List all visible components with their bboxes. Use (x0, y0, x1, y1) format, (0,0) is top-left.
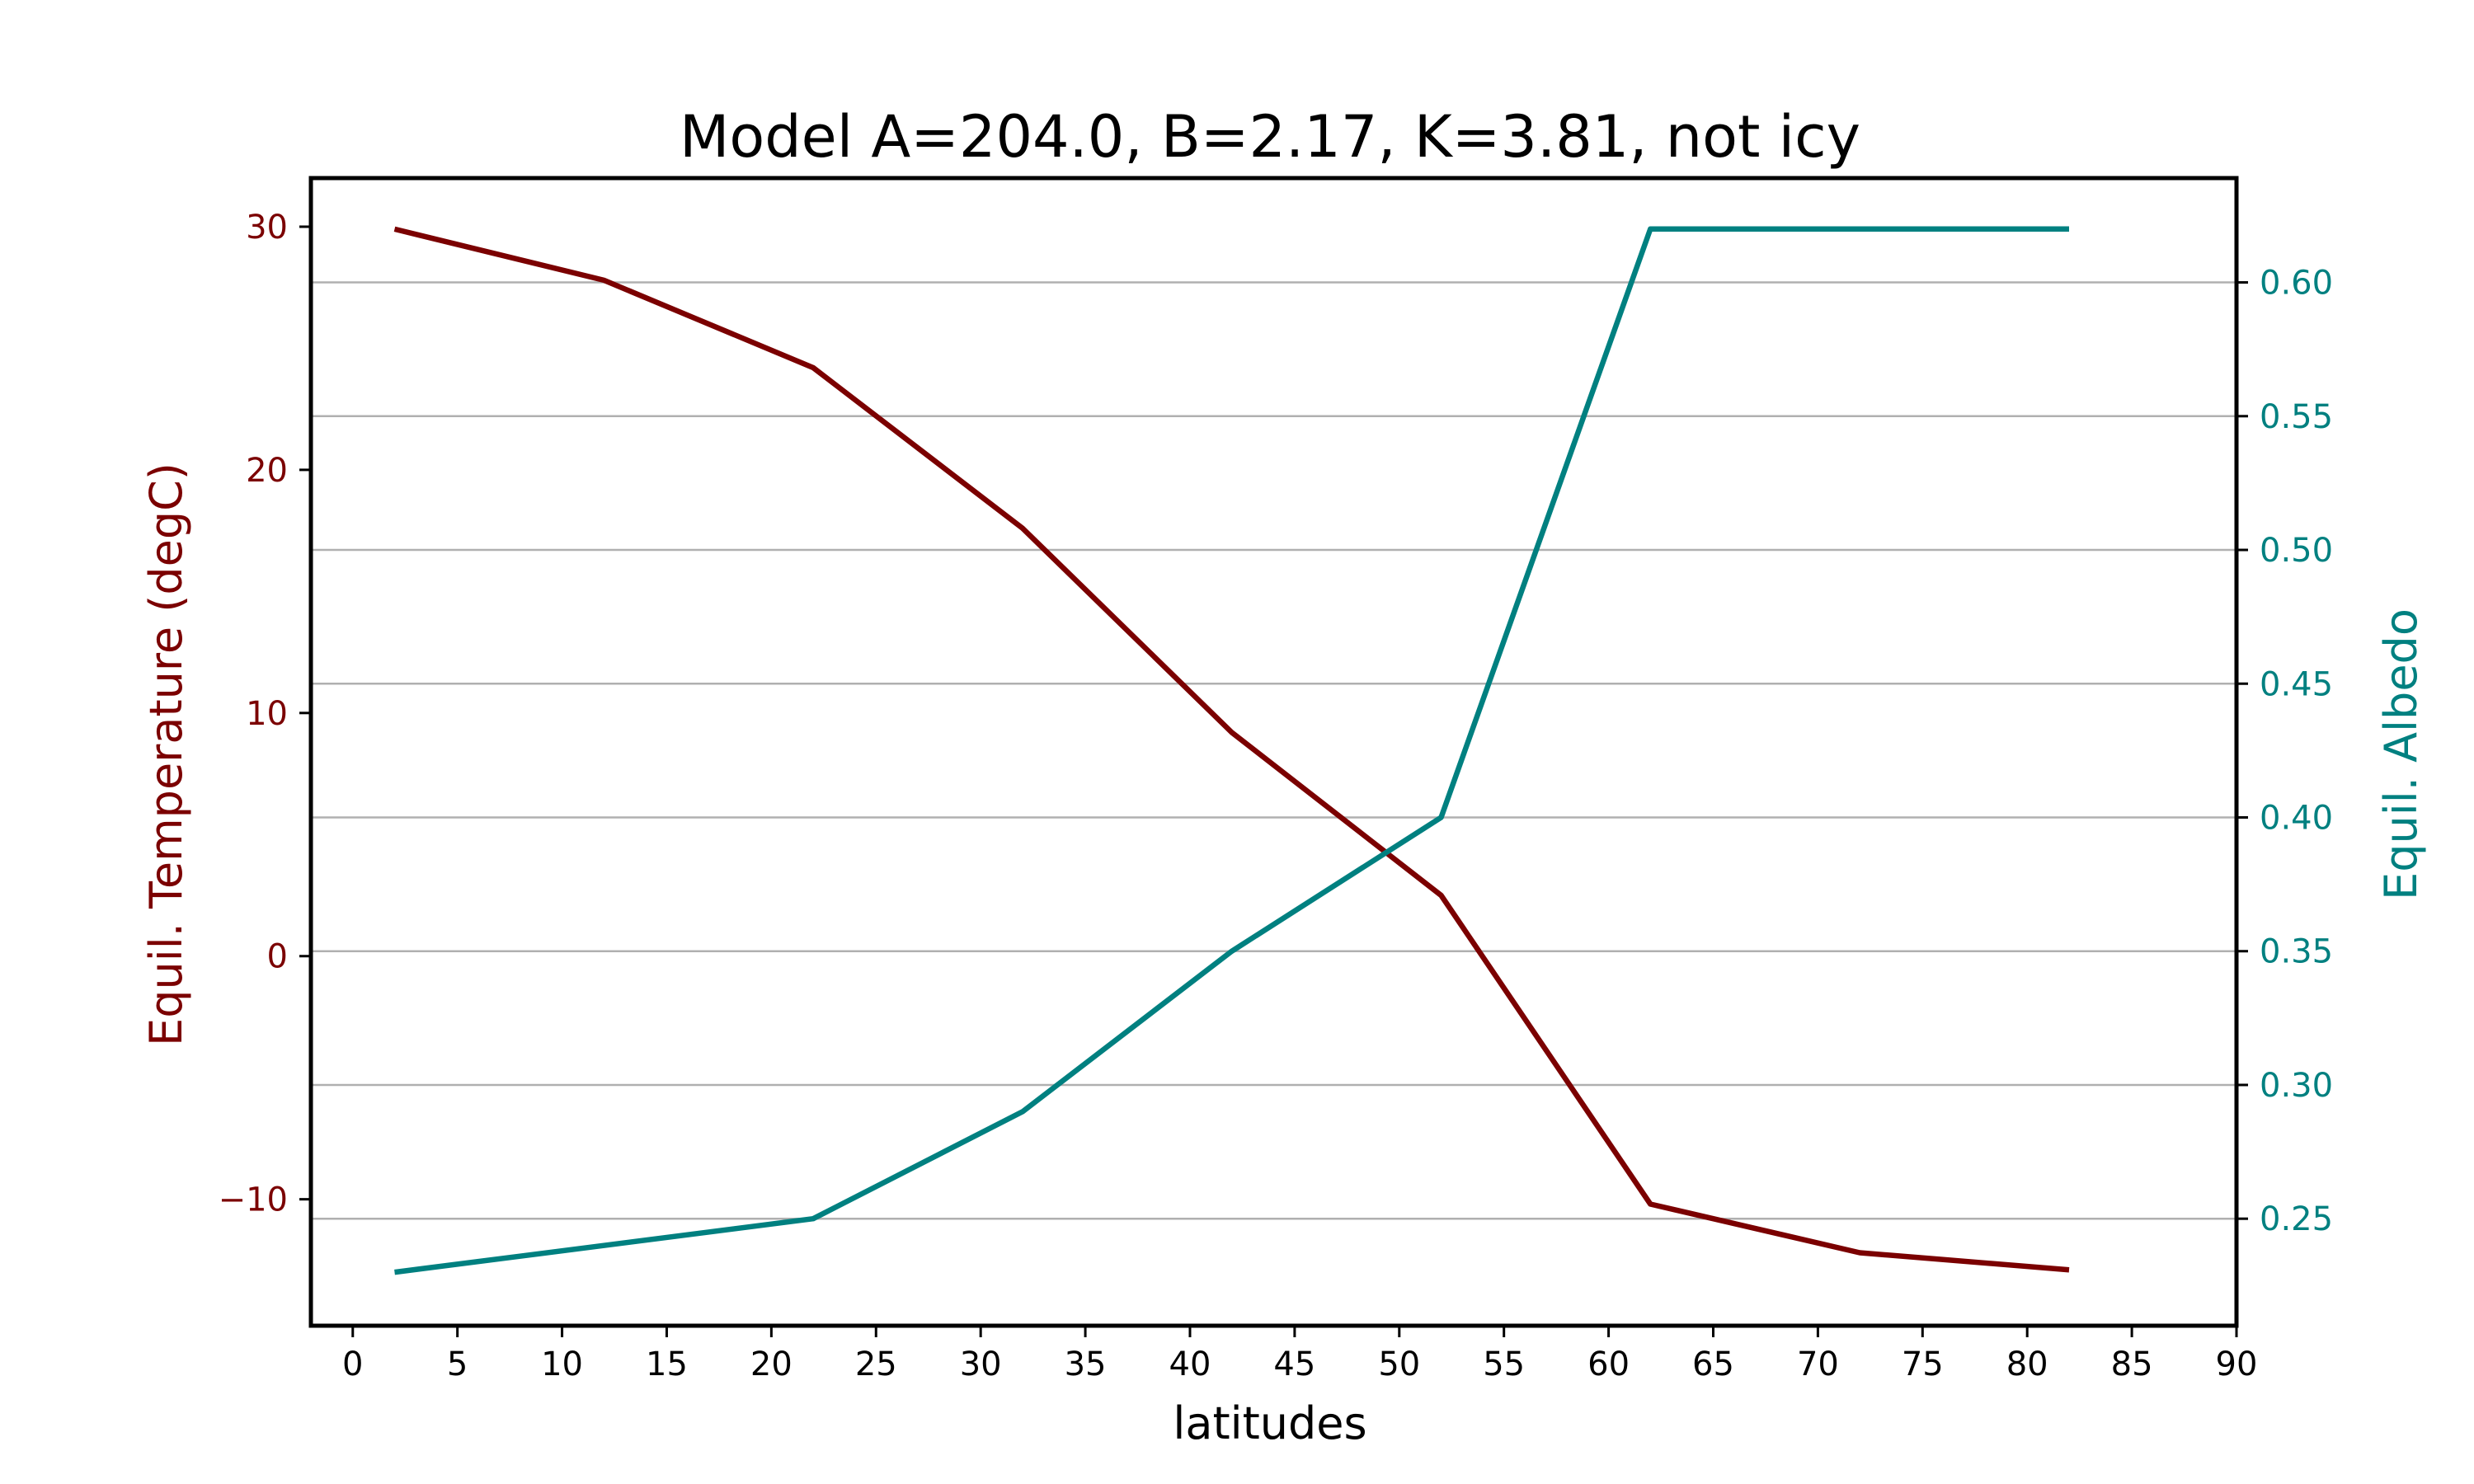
chart-title: Model A=204.0, B=2.17, K=3.81, not icy (680, 103, 1860, 171)
albedo-line (394, 226, 2069, 1275)
x-tick-label: 80 (2006, 1345, 2048, 1383)
x-tick-label: 90 (2216, 1345, 2258, 1383)
x-tick-label: 10 (541, 1345, 583, 1383)
y-left-tick-label: 0 (267, 938, 288, 976)
temperature-line (393, 226, 2070, 1273)
x-tick-label: 55 (1483, 1345, 1525, 1383)
x-tick-label: 45 (1273, 1345, 1315, 1383)
y-left-tick-label: 30 (246, 209, 288, 247)
x-tick-label: 50 (1378, 1345, 1420, 1383)
x-tick-label: 35 (1065, 1345, 1107, 1383)
x-tick-label: 5 (447, 1345, 468, 1383)
x-tick-label: 20 (750, 1345, 793, 1383)
x-tick-label: 65 (1692, 1345, 1734, 1383)
x-tick-label: 40 (1169, 1345, 1211, 1383)
y-right-tick-label: 0.55 (2260, 398, 2333, 436)
y-right-tick-label: 0.60 (2260, 265, 2333, 303)
y-left-axis-title: Equil. Temperature (degC) (140, 463, 192, 1046)
y-right-tick-label: 0.40 (2260, 799, 2333, 837)
grid-lines (311, 281, 2236, 1220)
x-tick-label: 30 (960, 1345, 1002, 1383)
y-left-tick-label: −10 (219, 1181, 288, 1219)
x-tick-label: 85 (2111, 1345, 2153, 1383)
x-tick-label: 60 (1587, 1345, 1630, 1383)
plot-frame (308, 176, 2239, 1328)
series-lines (393, 226, 2070, 1275)
y-right-tick-label: 0.30 (2260, 1067, 2333, 1105)
y-right-axis-title: Equil. Albedo (2375, 608, 2427, 900)
x-tick-label: 15 (646, 1345, 688, 1383)
y-right-tick-label: 0.25 (2260, 1200, 2333, 1238)
y-left-tick-label: 10 (246, 695, 288, 733)
x-axis-title: latitudes (1173, 1397, 1366, 1449)
x-tick-label: 75 (1902, 1345, 1944, 1383)
axes: 0 5 10 15 20 25 30 35 40 45 50 55 60 65 70 75 80 85 90 −10 0… (219, 176, 2333, 1383)
x-tick-label: 70 (1797, 1345, 1839, 1383)
y-left-tick-label: 20 (246, 452, 288, 490)
x-tick-label: 25 (855, 1345, 897, 1383)
x-tick-label: 0 (342, 1345, 363, 1383)
y-right-tick-label: 0.45 (2260, 665, 2333, 703)
y-right-tick-label: 0.35 (2260, 933, 2333, 971)
y-right-tick-label: 0.50 (2260, 532, 2333, 570)
